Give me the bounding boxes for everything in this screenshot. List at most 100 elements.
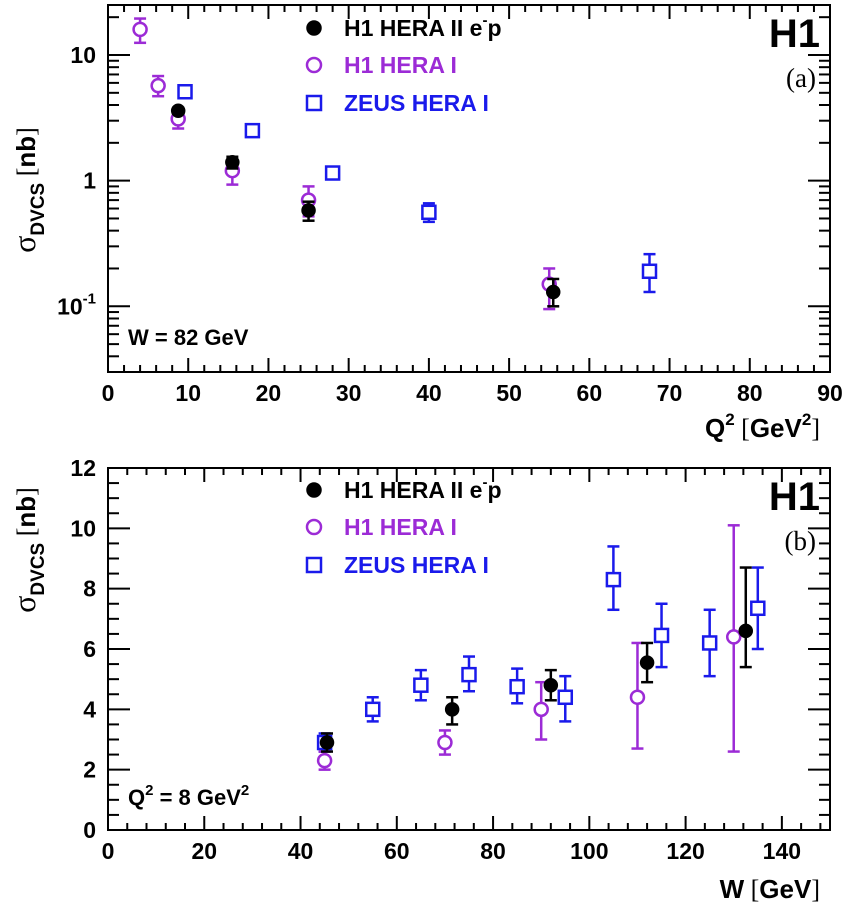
y-tick-label: 4 [83,696,96,722]
marker-open-square [413,677,429,693]
y-axis-symbol: σ [6,236,42,253]
y-tick-text: 0 [83,817,96,843]
y-tick-label: 10 [70,42,96,68]
x-tick-label: 120 [666,838,704,864]
x-axis-bracket: ] [811,414,820,443]
y-axis-symbol: σ [6,596,42,613]
series-open-circle [316,524,742,771]
plot-frame [107,467,831,831]
x-tick-label: 20 [256,380,282,406]
legend-label: ZEUS HERA I [344,90,489,116]
marker-open-square [509,678,525,695]
y-axis-subscript: DVCS [28,543,49,596]
y-axis-bracket: ] [12,127,41,136]
x-tick-label: 80 [480,838,506,864]
data-point [461,655,477,693]
series-open-square [177,83,658,294]
x-tick-label: 80 [737,380,763,406]
annotation-exponent: 2 [145,782,153,799]
data-point [177,83,193,100]
y-axis-unit: nb [11,136,41,168]
kinematic-annotation: Q2 = 8 GeV2 [128,782,249,810]
x-tick-label: 20 [191,838,217,864]
data-point [533,680,549,741]
legend-text: ZEUS HERA I [344,552,489,578]
y-tick-text: 12 [70,455,96,481]
data-point [225,155,240,170]
data-point [639,641,655,684]
data-point [738,566,754,669]
data-point [509,667,525,705]
x-axis-unit: GeV [750,413,803,443]
x-axis-symbol: W [720,874,745,904]
marker-filled-circle [170,103,186,119]
data-point [701,608,718,678]
x-tick-label: 0 [102,838,115,864]
marker-open-circle [132,21,148,38]
annotation-exponent: 2 [241,782,249,799]
marker-open-square [605,571,622,588]
marker-open-square [364,701,381,718]
y-tick-text: 4 [83,696,96,722]
legend-label: H1 HERA II e-p [344,474,502,503]
x-tick-label: 140 [763,838,801,864]
y-tick-label: 1 [83,168,96,194]
panel-label: (b) [785,526,816,556]
kinematic-annotation: W = 82 GeV [128,325,249,350]
series-open-circle [132,17,557,311]
x-tick-label: 40 [416,380,442,406]
y-axis-bracket: [ [12,168,41,177]
annotation-text: = 8 GeV [153,785,241,810]
series-filled-circle [170,103,561,308]
y-tick-label: 10 [70,515,96,541]
legend: H1 HERA II e-p H1 HERA I ZEUS HERA I [305,474,502,578]
data-point [316,750,333,771]
x-axis-bracket: [ [735,414,750,443]
data-point [725,524,742,753]
marker-filled-circle [639,655,655,670]
data-point [413,668,429,702]
data-point [641,252,658,294]
legend-text: ZEUS HERA I [344,90,489,116]
marker-open-square [701,635,718,651]
legend-label: H1 HERA I [344,514,457,540]
legend-text: H1 HERA I [344,52,457,78]
y-tick-label: 8 [83,576,96,602]
x-axis-label: Q2 [GeV2] [705,410,820,443]
marker-open-square [557,689,574,706]
legend-text: H1 HERA II e [344,477,482,503]
data-point [750,566,766,651]
legend-text-suffix: p [487,15,501,41]
y-tick-label: 12 [70,455,96,481]
marker-open-circle [725,629,742,645]
legend-label: H1 HERA I [344,52,457,78]
x-axis-unit: GeV [759,874,812,904]
y-tick-text: 10 [57,293,83,319]
x-tick-label: 40 [288,838,314,864]
y-tick-text: 10 [70,42,96,68]
y-axis-bracket: ] [12,487,41,496]
data-point [324,165,341,181]
marker-open-circle [533,701,549,718]
marker-filled-circle [545,284,561,300]
y-axis-label: σDVCS [nb] [6,127,49,253]
y-tick-text: 10 [70,515,96,541]
legend-exponent: - [482,12,487,29]
x-axis-bracket: [ [744,875,759,904]
legend-marker-open-circle [305,56,323,74]
x-axis-exponent: 2 [725,410,734,429]
data-point [301,200,316,222]
data-point [421,202,437,224]
panel-label: (a) [786,63,816,93]
y-tick-exponent: -1 [83,290,96,307]
legend-text-suffix: p [487,477,501,503]
data-point [653,602,670,669]
marker-open-square [421,204,437,221]
plot-frame [107,4,831,373]
legend-marker-open-square [305,94,323,112]
x-axis-bracket: ] [811,875,820,904]
legend-marker-open-square [305,556,323,574]
x-axis-unit-exponent: 2 [802,410,811,429]
marker-open-square [653,627,670,644]
